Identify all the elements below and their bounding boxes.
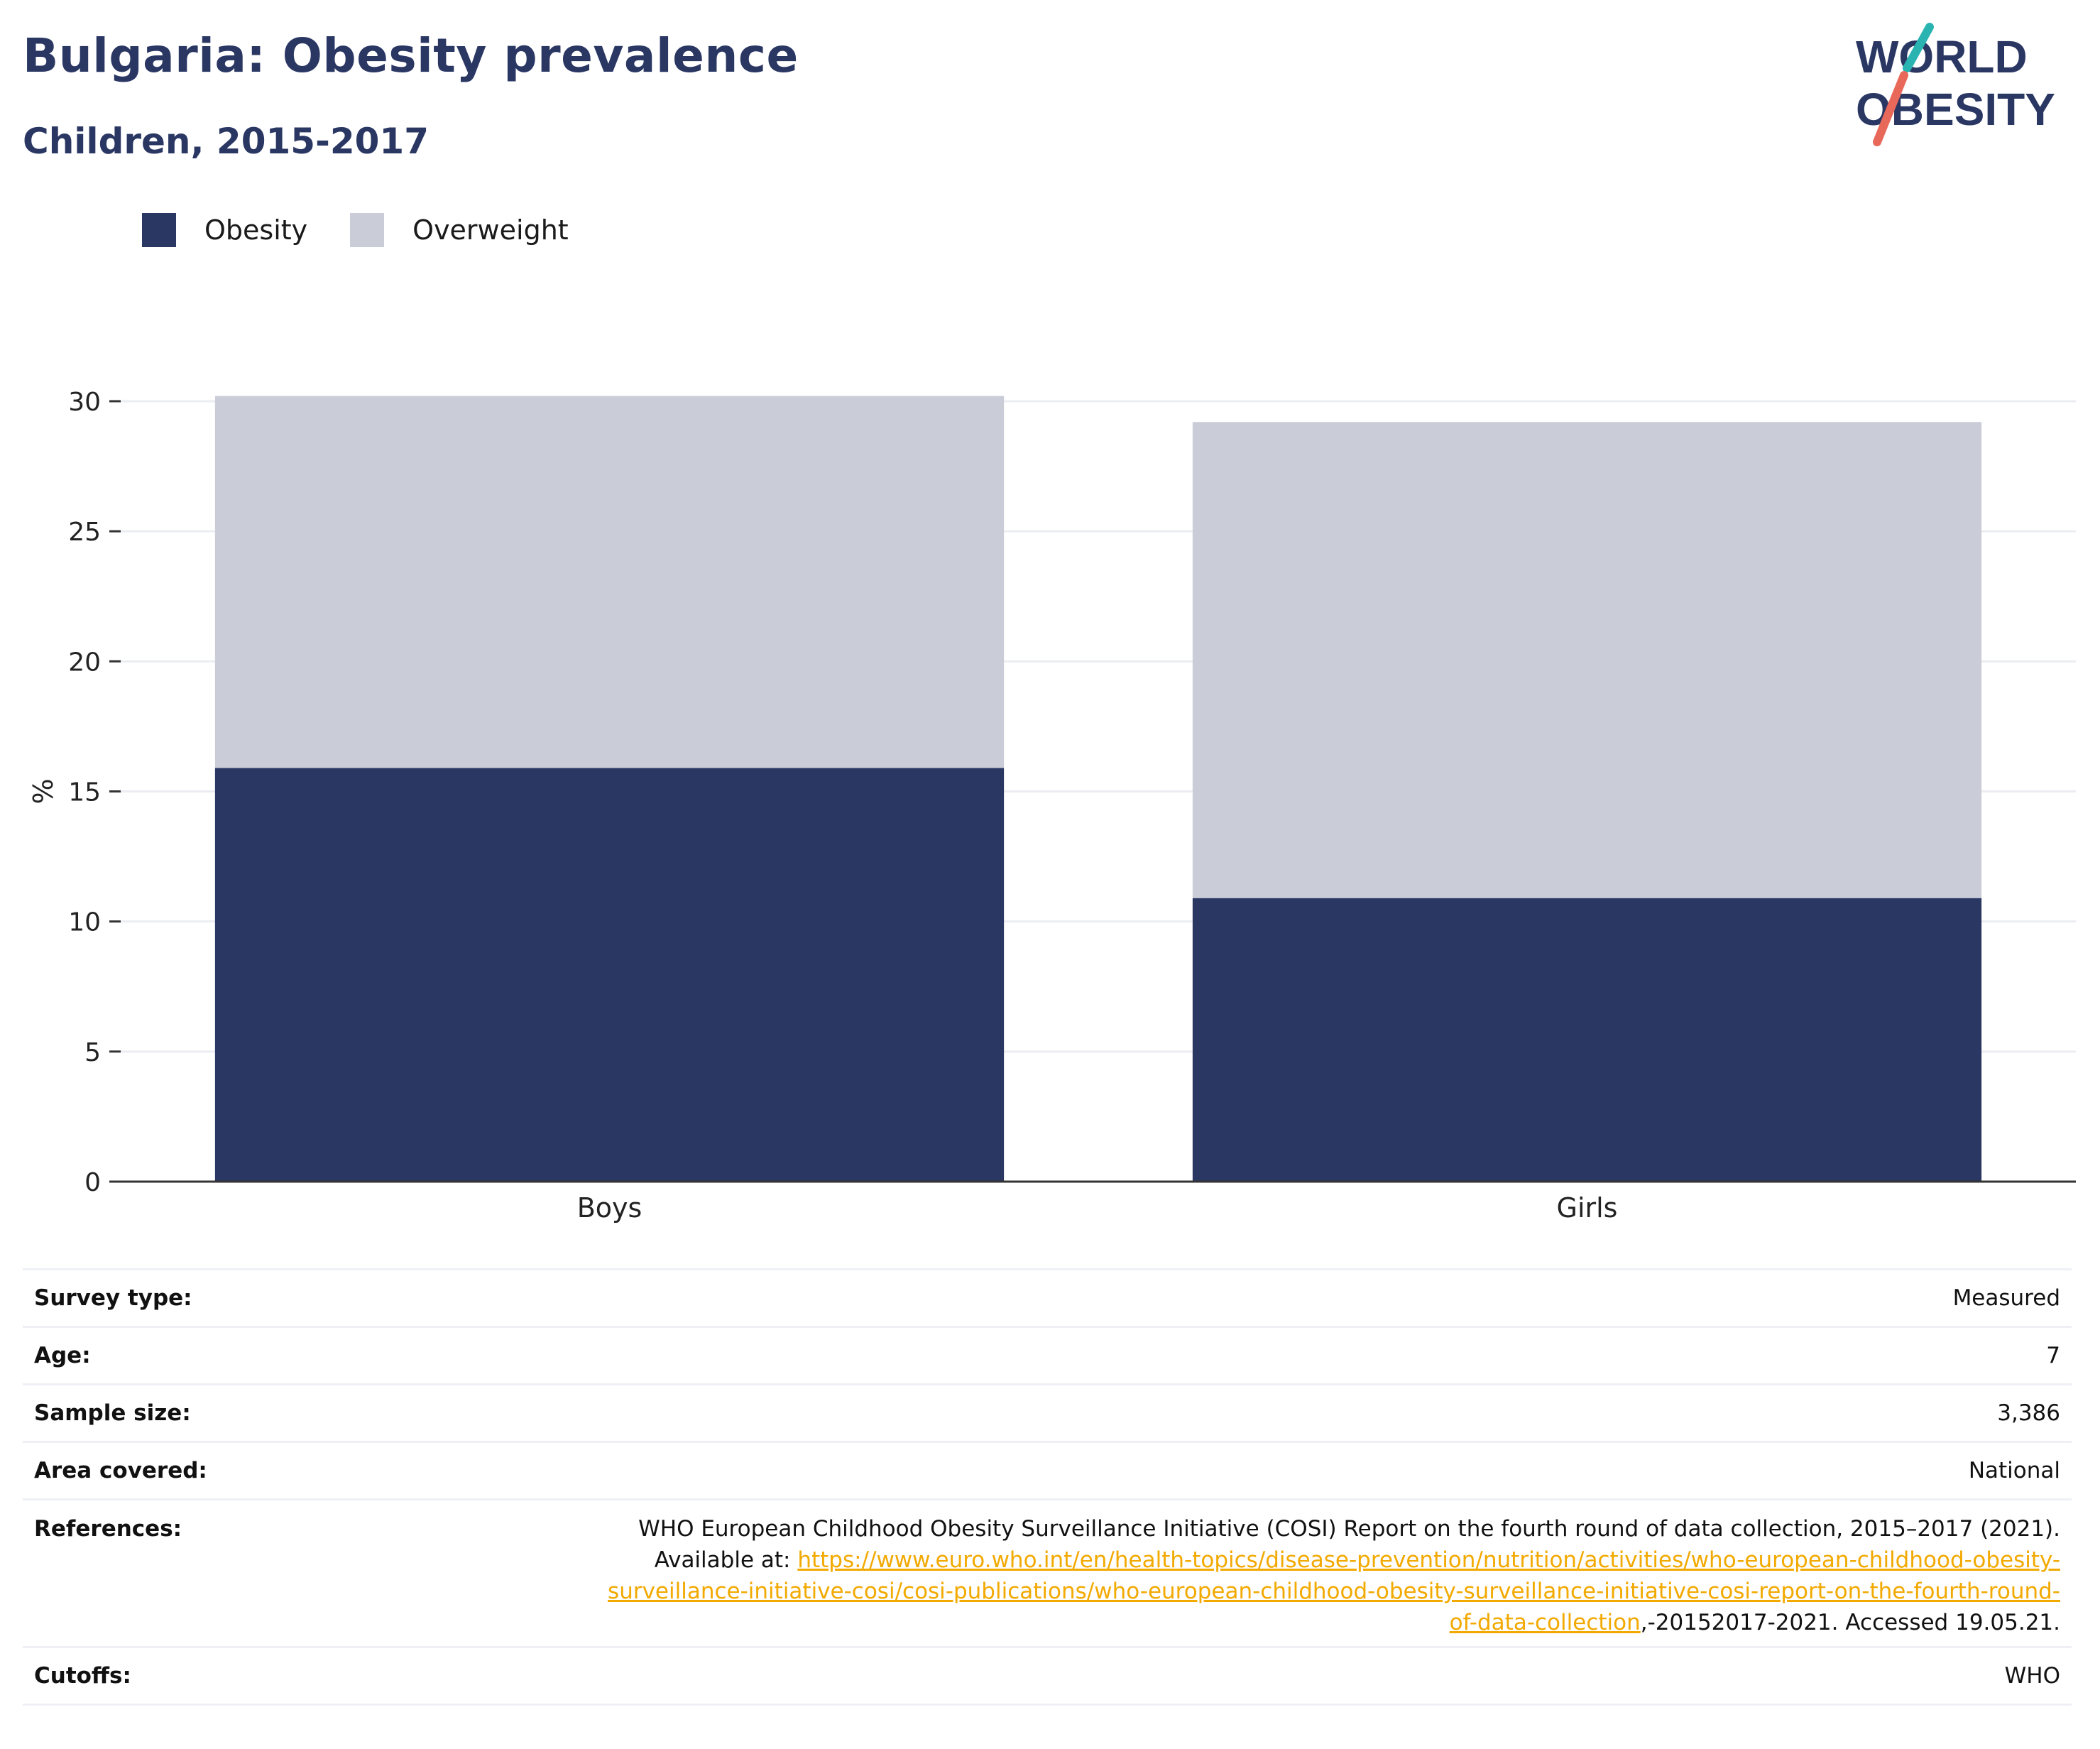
bar-obesity-girls	[1192, 898, 1982, 1182]
references-text-after: ,-20152017-2021. Accessed 19.05.21.	[1640, 1610, 2060, 1635]
stacked-bar-chart: 0 5 10 15 20 25 30 Boys Girls %	[28, 388, 2076, 1224]
x-tick-label: Girls	[1557, 1192, 1618, 1224]
meta-row-cutoffs: Cutoffs: WHO	[23, 1647, 2072, 1705]
x-axis-ticks: Boys Girls	[577, 1192, 1618, 1224]
legend-swatch-overweight	[350, 213, 385, 247]
meta-key: Area covered:	[34, 1458, 207, 1483]
legend-item-overweight[interactable]: Overweight	[350, 213, 569, 247]
meta-row-survey-type: Survey type: Measured	[23, 1269, 2072, 1327]
y-tick-label: 25	[68, 518, 101, 547]
meta-key: Survey type:	[34, 1285, 192, 1311]
bar-overweight-boys	[214, 396, 1005, 768]
y-tick-label: 10	[68, 908, 101, 937]
meta-value: Measured	[1952, 1285, 2060, 1311]
legend-swatch-obesity	[142, 213, 176, 247]
legend-label-overweight: Overweight	[412, 214, 569, 246]
meta-row-area-covered: Area covered: National	[23, 1442, 2072, 1500]
meta-value: 3,386	[1997, 1400, 2060, 1426]
logo-text-world: WORLD	[1856, 31, 2028, 82]
y-axis-ticks: 0 5 10 15 20 25 30	[68, 388, 121, 1197]
chart-title: Bulgaria: Obesity prevalence	[23, 28, 799, 83]
meta-key: Age:	[34, 1343, 91, 1368]
legend-item-obesity[interactable]: Obesity	[142, 213, 307, 247]
x-tick-label: Boys	[577, 1192, 642, 1224]
logo-slash-coral	[1873, 71, 1908, 146]
references-text-before: WHO European Childhood Obesity Surveilla…	[638, 1516, 2060, 1573]
references-link-part-1: https://www.euro.who.int/en/health-topic…	[797, 1547, 2060, 1573]
legend-label-obesity: Obesity	[204, 214, 308, 246]
references-link-part-3: of-data-collection	[1449, 1610, 1641, 1635]
meta-row-sample-size: Sample size: 3,386	[23, 1384, 2072, 1442]
chart-subtitle: Children, 2015-2017	[23, 121, 429, 162]
meta-key: References:	[34, 1516, 182, 1542]
bar-obesity-boys	[214, 768, 1005, 1182]
references-link[interactable]: https://www.euro.who.int/en/health-topic…	[608, 1547, 2060, 1635]
meta-value: National	[1968, 1458, 2060, 1483]
y-tick-label: 5	[84, 1038, 101, 1067]
meta-row-references: References: WHO European Childhood Obesi…	[23, 1499, 2072, 1647]
y-tick-label: 20	[68, 648, 101, 677]
meta-key: Cutoffs:	[34, 1663, 131, 1689]
references-text: WHO European Childhood Obesity Surveilla…	[557, 1500, 2072, 1647]
meta-key: Sample size:	[34, 1400, 191, 1426]
meta-value: 7	[2046, 1343, 2060, 1368]
world-obesity-logo: WORLD OBESITY	[1856, 23, 2055, 146]
y-axis-label: %	[28, 778, 59, 804]
bar-overweight-girls	[1192, 422, 1982, 898]
chart-legend: Obesity Overweight	[142, 212, 611, 249]
meta-row-age: Age: 7	[23, 1326, 2072, 1385]
survey-details-table: Survey type: Measured Age: 7 Sample size…	[23, 1268, 2072, 1706]
y-tick-label: 0	[84, 1168, 101, 1197]
references-link-part-2: surveillance-initiative-cosi/cosi-public…	[608, 1579, 2060, 1604]
meta-value: WHO	[2004, 1663, 2060, 1689]
y-tick-label: 30	[68, 388, 101, 417]
y-tick-label: 15	[68, 778, 101, 807]
bars-group	[214, 396, 1982, 1182]
logo-slash-teal	[1903, 23, 1934, 72]
